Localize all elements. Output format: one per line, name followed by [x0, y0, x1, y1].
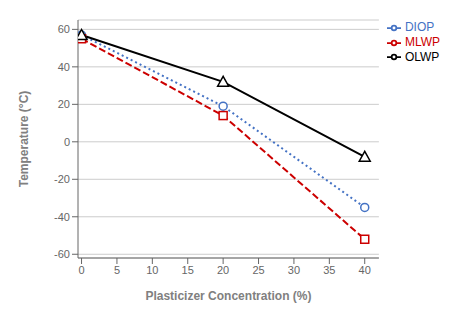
- svg-text:0: 0: [64, 136, 70, 148]
- svg-text:-40: -40: [54, 211, 70, 223]
- svg-text:40: 40: [359, 264, 371, 276]
- svg-text:-20: -20: [54, 173, 70, 185]
- html-text:MLWP: MLWP: [404, 34, 440, 49]
- svg-text:10: 10: [146, 264, 158, 276]
- svg-text:40: 40: [58, 61, 70, 73]
- svg-text:30: 30: [288, 264, 300, 276]
- svg-text:5: 5: [114, 264, 120, 276]
- svg-text:Plasticizer Concentration (%): Plasticizer Concentration (%): [145, 289, 311, 303]
- svg-text:60: 60: [58, 23, 70, 35]
- svg-text:25: 25: [252, 264, 264, 276]
- svg-text:Temperature (°C): Temperature (°C): [17, 91, 31, 188]
- html-text:OLWP: OLWP: [404, 49, 440, 64]
- svg-text:15: 15: [182, 264, 194, 276]
- html-text:DIOP: DIOP: [404, 20, 435, 34]
- svg-text:20: 20: [58, 98, 70, 110]
- svg-text:0: 0: [78, 264, 84, 276]
- svg-text:-60: -60: [54, 248, 70, 260]
- svg-text:35: 35: [323, 264, 335, 276]
- svg-text:20: 20: [217, 264, 229, 276]
